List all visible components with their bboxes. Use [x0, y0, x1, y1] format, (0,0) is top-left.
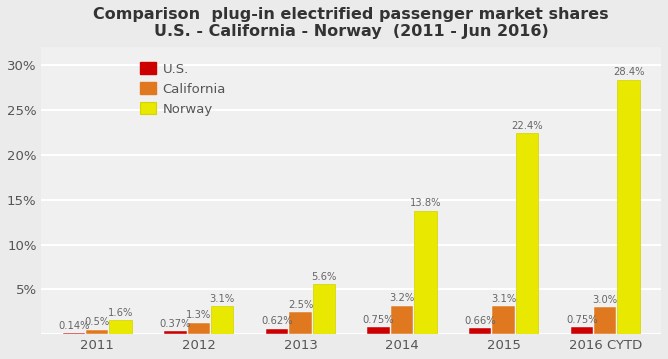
Bar — [86, 330, 108, 334]
Bar — [414, 210, 437, 334]
Title: Comparison  plug-in electrified passenger market shares
U.S. - California - Norw: Comparison plug-in electrified passenger… — [94, 7, 609, 39]
Bar — [211, 307, 233, 334]
Bar — [266, 328, 289, 334]
Bar — [313, 284, 335, 334]
Text: 2.5%: 2.5% — [288, 299, 313, 309]
Bar — [594, 307, 617, 334]
Bar — [367, 327, 390, 334]
Bar — [289, 312, 312, 334]
Text: 3.1%: 3.1% — [210, 294, 235, 304]
Bar — [63, 333, 85, 334]
Bar — [516, 134, 538, 334]
Text: 28.4%: 28.4% — [613, 67, 645, 78]
Text: 0.75%: 0.75% — [363, 315, 395, 325]
Text: 0.37%: 0.37% — [160, 319, 191, 328]
Text: 1.3%: 1.3% — [186, 310, 212, 320]
Text: 5.6%: 5.6% — [311, 272, 337, 282]
Bar — [391, 306, 413, 334]
Text: 0.62%: 0.62% — [261, 316, 293, 326]
Bar — [164, 331, 186, 334]
Text: 3.0%: 3.0% — [593, 295, 618, 305]
Text: 0.14%: 0.14% — [58, 321, 90, 331]
Text: 0.75%: 0.75% — [566, 315, 598, 325]
Bar — [617, 80, 640, 334]
Bar — [492, 307, 515, 334]
Bar — [469, 328, 492, 334]
Text: 0.5%: 0.5% — [85, 317, 110, 327]
Text: 3.2%: 3.2% — [389, 293, 415, 303]
Text: 22.4%: 22.4% — [511, 121, 543, 131]
Text: 3.1%: 3.1% — [491, 294, 516, 304]
Bar — [110, 320, 132, 334]
Bar — [570, 327, 593, 334]
Text: 1.6%: 1.6% — [108, 308, 134, 318]
Text: 0.66%: 0.66% — [464, 316, 496, 326]
Text: 13.8%: 13.8% — [409, 198, 441, 208]
Bar — [188, 322, 210, 334]
Legend: U.S., California, Norway: U.S., California, Norway — [135, 57, 231, 121]
